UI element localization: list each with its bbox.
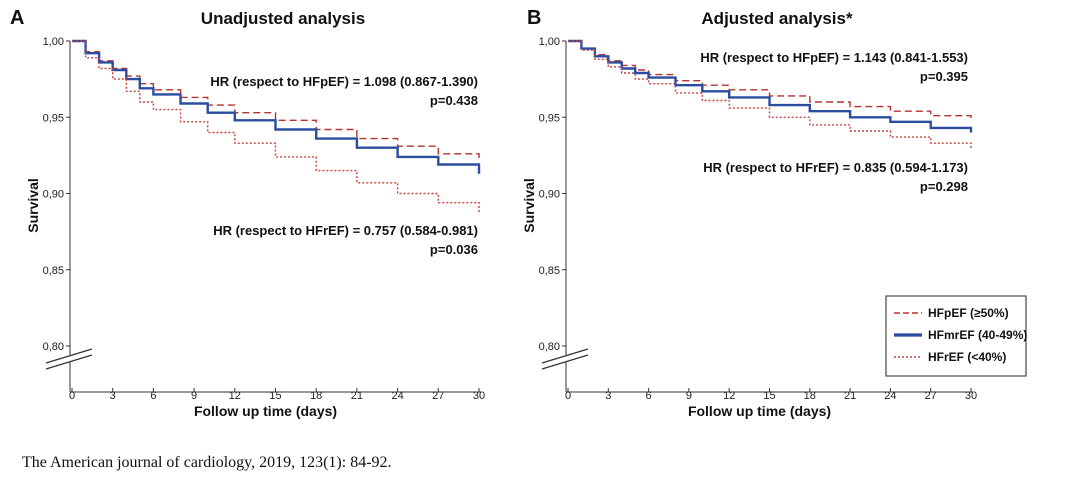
series-line-hfpef [568, 40, 972, 121]
series-line-hfmref [72, 39, 481, 174]
x-tick-label: 24 [884, 390, 896, 402]
axis-break-mark [541, 348, 589, 364]
series-line-hfref [72, 40, 480, 214]
y-tick-label: 1,00 [43, 36, 64, 48]
y-tick-label: 0,95 [539, 112, 560, 124]
x-tick-label: 6 [646, 390, 652, 402]
y-tick-label: 0,90 [43, 189, 64, 201]
y-tick-label: 0,95 [43, 112, 64, 124]
x-tick-label: 6 [150, 390, 156, 402]
x-tick-label: 18 [310, 390, 322, 402]
panel-letter: A [10, 7, 24, 29]
chart-panel-b: B Adjusted analysis* 1,00 0,95 0,90 0,85 0,80 0… [521, 7, 1027, 419]
hr-annotation: HR (respect to HFpEF) = 1.143 (0.841-1.5… [700, 50, 968, 65]
source-citation: The American journal of cardiology, 2019… [22, 454, 392, 471]
x-tick-label: 15 [269, 390, 281, 402]
axis-break-mark [45, 354, 93, 370]
axis-break-mark [541, 354, 589, 370]
x-tick-label: 12 [229, 390, 241, 402]
x-tick-label: 24 [391, 390, 403, 402]
x-axis-label: Follow up time (days) [194, 403, 337, 419]
x-axis-label: Follow up time (days) [688, 403, 831, 419]
y-axis-label: Survival [25, 178, 41, 232]
x-tick-label: 21 [844, 390, 856, 402]
chart-panel-a: A Unadjusted analysis 1,00 0,95 0,90 0,85 0,80… [10, 7, 485, 419]
panel-title: Adjusted analysis* [701, 9, 853, 28]
x-tick-label: 15 [763, 390, 775, 402]
legend-item-label: HFpEF (≥50%) [928, 306, 1009, 320]
p-value-annotation: p=0.395 [920, 69, 968, 84]
x-tick-label: 3 [110, 390, 116, 402]
p-value-annotation: p=0.036 [430, 242, 478, 257]
x-tick-label: 30 [473, 390, 485, 402]
y-tick-label: 0,90 [539, 189, 560, 201]
p-value-annotation: p=0.298 [920, 179, 968, 194]
hr-annotation: HR (respect to HFrEF) = 0.835 (0.594-1.1… [703, 160, 968, 175]
y-tick-label: 1,00 [539, 36, 560, 48]
y-tick-label: 0,80 [43, 341, 64, 353]
x-tick-label: 3 [605, 390, 611, 402]
y-tick-label: 0,85 [539, 265, 560, 277]
x-tick-label: 18 [804, 390, 816, 402]
legend-item-label: HFrEF (<40%) [928, 350, 1006, 364]
x-tick-label: 0 [565, 390, 571, 402]
panel-title: Unadjusted analysis [201, 9, 365, 28]
x-tick-label: 9 [191, 390, 197, 402]
series-line-hfmref [568, 39, 973, 133]
panel-letter: B [527, 7, 541, 29]
x-tick-label: 12 [723, 390, 735, 402]
x-tick-label: 27 [925, 390, 937, 402]
series-line-hfref [568, 40, 972, 150]
hr-annotation: HR (respect to HFpEF) = 1.098 (0.867-1.3… [210, 74, 478, 89]
axis-break-mark [45, 348, 93, 364]
legend: HFpEF (≥50%) HFmrEF (40-49%) HFrEF (<40%) [885, 295, 1027, 377]
legend-item-label: HFmrEF (40-49%) [928, 328, 1027, 342]
y-tick-label: 0,80 [539, 341, 560, 353]
p-value-annotation: p=0.438 [430, 93, 478, 108]
x-tick-label: 27 [432, 390, 444, 402]
y-tick-label: 0,85 [43, 265, 64, 277]
y-axis-label: Survival [521, 178, 537, 232]
x-tick-label: 9 [686, 390, 692, 402]
hr-annotation: HR (respect to HFrEF) = 0.757 (0.584-0.9… [213, 223, 478, 238]
x-tick-label: 30 [965, 390, 977, 402]
x-tick-label: 0 [69, 390, 75, 402]
series-line-hfpef [72, 40, 480, 162]
x-tick-label: 21 [351, 390, 363, 402]
